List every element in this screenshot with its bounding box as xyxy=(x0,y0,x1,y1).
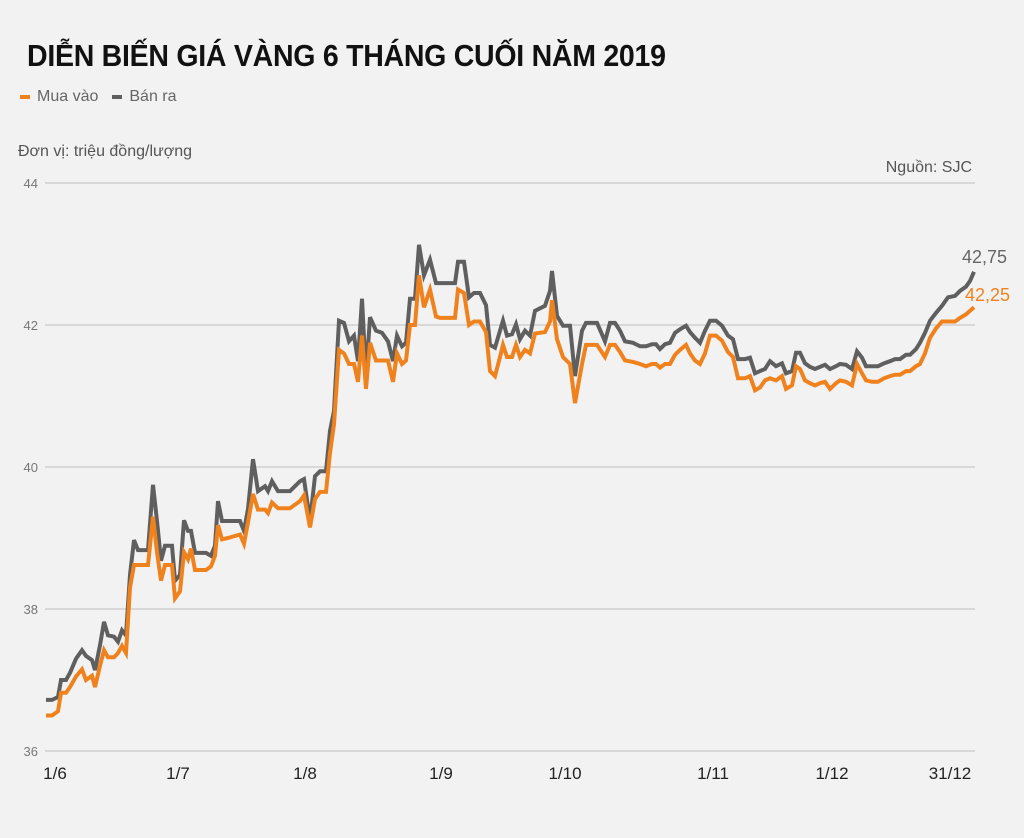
y-tick-label: 38 xyxy=(24,602,38,617)
chart-title: DIỄN BIẾN GIÁ VÀNG 6 THÁNG CUỐI NĂM 2019 xyxy=(27,38,666,73)
buy-end-label: 42,25 xyxy=(965,285,1010,305)
sell-end-label: 42,75 xyxy=(962,247,1007,267)
unit-label: Đơn vị: triệu đồng/lượng xyxy=(18,143,192,160)
gridlines xyxy=(45,182,975,752)
legend-label-buy: Mua vào xyxy=(37,88,99,105)
x-tick-label: 31/12 xyxy=(929,764,972,783)
legend-item-sell[interactable]: Bán ra xyxy=(112,88,177,106)
x-tick-label: 1/7 xyxy=(166,764,190,783)
y-axis-ticks: 36 38 40 42 44 xyxy=(24,176,38,759)
x-tick-label: 1/8 xyxy=(293,764,317,783)
legend-swatch-sell xyxy=(112,95,123,99)
x-tick-label: 1/10 xyxy=(548,764,581,783)
x-tick-label: 1/6 xyxy=(43,764,67,783)
x-axis-ticks: 1/6 1/7 1/8 1/9 1/10 1/11 1/12 31/12 xyxy=(43,764,971,783)
source-label: Nguồn: SJC xyxy=(885,159,972,176)
legend-item-buy[interactable]: Mua vào xyxy=(20,88,98,106)
x-tick-label: 1/11 xyxy=(697,764,729,783)
legend-swatch-buy xyxy=(20,95,30,99)
legend: Mua vào Bán ra xyxy=(20,88,177,106)
y-tick-label: 40 xyxy=(24,460,38,475)
x-tick-label: 1/9 xyxy=(429,764,453,783)
y-tick-label: 44 xyxy=(24,176,38,191)
y-tick-label: 42 xyxy=(24,318,38,333)
x-tick-label: 1/12 xyxy=(815,764,848,783)
buy-price-line xyxy=(46,274,976,718)
legend-label-sell: Bán ra xyxy=(129,88,177,105)
y-tick-label: 36 xyxy=(24,744,38,759)
sell-price-line xyxy=(46,244,976,702)
